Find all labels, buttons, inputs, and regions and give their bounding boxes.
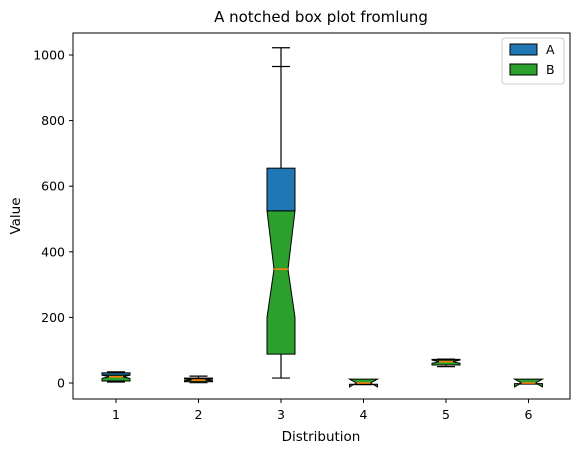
y-tick-label: 400 — [41, 244, 65, 259]
x-tick-label: 4 — [360, 407, 368, 422]
x-tick-label: 5 — [442, 407, 450, 422]
box-upper — [266, 167, 296, 212]
box-1 — [101, 371, 131, 383]
x-tick-label: 2 — [195, 407, 203, 422]
box-3 — [266, 47, 296, 379]
box-upper — [101, 372, 131, 376]
x-tick-label: 1 — [112, 407, 120, 422]
box-upper — [184, 377, 213, 380]
y-tick-label: 1000 — [33, 48, 65, 63]
box-upper — [431, 358, 461, 361]
x-tick-label: 3 — [277, 407, 285, 422]
legend-swatch-b — [509, 63, 538, 76]
box-5 — [431, 358, 461, 368]
chart-title: A notched box plot fromlung — [214, 8, 428, 26]
x-axis-label: Distribution — [282, 429, 361, 445]
y-axis: 0 200 400 600 800 1000 — [33, 48, 73, 391]
box-series — [101, 47, 545, 388]
legend-swatch-a — [509, 43, 538, 56]
x-axis: 1 2 3 4 5 6 — [112, 399, 533, 422]
y-tick-label: 200 — [41, 310, 65, 325]
x-tick-label: 6 — [525, 407, 533, 422]
legend-label-b: B — [546, 62, 555, 77]
y-tick-label: 600 — [41, 179, 65, 194]
box-2 — [184, 375, 213, 384]
box-4 — [347, 378, 380, 388]
plot-area — [72, 32, 571, 400]
legend-label-a: A — [546, 42, 555, 57]
box-lower — [431, 359, 461, 366]
box-6 — [512, 378, 545, 388]
y-axis-label: Value — [8, 197, 24, 234]
legend: A B — [501, 37, 565, 85]
y-tick-label: 800 — [41, 113, 65, 128]
y-tick-label: 0 — [57, 376, 65, 391]
